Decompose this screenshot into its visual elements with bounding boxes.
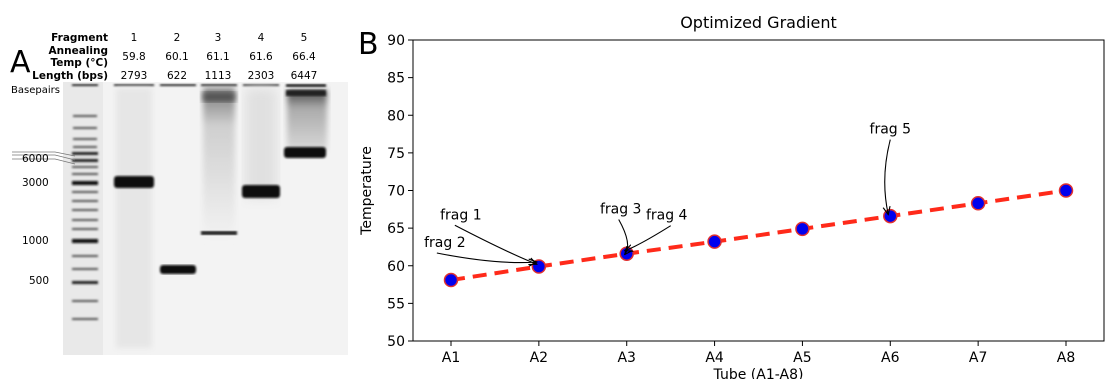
data-point-a5 [795,221,810,237]
annotation-frag-4: frag 4 [646,208,688,224]
ladder-label-500: 500 [29,275,49,287]
ladder-bands [72,115,98,320]
y-tick-label: 65 [387,221,405,237]
x-tick-label-a2: A2 [530,350,548,366]
lane-5-temp: 66.4 [292,51,316,63]
data-point-a8 [1058,183,1074,198]
annotation-arrow [885,139,891,215]
lane-5-band [284,147,326,158]
header-fragment-label: Fragment [51,32,108,44]
header-length-label: Length (bps) [32,70,108,82]
gel-panel: A Fragment Annealing Temp (°C) Length (b… [0,0,350,379]
header-annealing-label: Annealing [49,45,108,57]
annotation-arrow [436,252,537,263]
ladder-label-6000: 6000 [22,153,49,165]
annotations: frag 1 frag 2 frag 3 frag 4 frag 5 [424,122,911,265]
header-temp-label: Temp (°C) [50,57,108,69]
y-axis-label: Temperature [359,146,375,236]
data-point-a1 [443,272,459,288]
lane-5-length: 6447 [291,70,318,82]
lane-3-fragment: 3 [215,32,222,44]
y-tick-label: 85 [387,71,405,87]
lane-2-band [160,265,196,274]
y-tick-label: 60 [387,259,405,275]
x-tick-label-a6: A6 [881,350,900,366]
annotation-frag-2: frag 2 [424,235,466,251]
gradient-chart: B Optimized Gradient 505560657075808590 … [358,13,1105,383]
panel-a-letter: A [10,45,31,80]
data-point-a6 [883,208,898,224]
lane-1-length: 2793 [121,70,148,82]
annotation-frag-3: frag 3 [600,201,642,217]
x-tick-label-a5: A5 [793,350,811,366]
y-tick-label: 80 [387,108,405,124]
y-tick-label: 90 [387,33,405,49]
x-tick-label-a4: A4 [705,350,724,366]
lane-1-fragment: 1 [131,32,138,44]
annotation-frag-5: frag 5 [870,122,912,138]
y-tick-label: 75 [387,146,405,162]
lane-4-temp: 61.6 [249,51,273,63]
lane-4-fragment: 4 [258,32,265,44]
gradient-chart-panel: B Optimized Gradient 50 55 60 65 70 75 80 85 90 … [350,0,1118,383]
data-point-a4 [707,234,722,249]
chart-title: Optimized Gradient [680,13,837,32]
lane-4-band [242,185,280,198]
series-line [450,188,1067,283]
x-axis-label: Tube (A1-A8) [713,367,804,379]
y-tick-label: 70 [387,184,405,200]
basepairs-label: Basepairs [11,85,60,96]
lane-1-band [114,176,154,188]
lane-5-fragment: 5 [301,32,308,44]
lane-4-length: 2303 [248,70,275,82]
lane-2-temp: 60.1 [165,51,188,63]
ladder-label-1000: 1000 [22,235,49,247]
x-axis: A1 A2 A3 A4 A5 A6 A7 A8 [442,341,1075,366]
y-tick-label: 50 [387,334,405,350]
y-tick-label: 55 [387,296,405,312]
lane-3-length: 1113 [205,70,232,82]
gel-figure: A Fragment Annealing Temp (°C) Length (b… [10,32,348,355]
lane-3-band [201,231,237,235]
lane-2-fragment: 2 [174,32,181,44]
x-tick-label-a7: A7 [969,350,987,366]
ladder-label-3000: 3000 [22,177,49,189]
annotation-arrow [625,225,672,251]
y-axis: 50 55 60 65 70 75 80 85 90 [387,33,413,350]
annotation-arrow [618,219,628,254]
data-point-a7 [970,196,986,211]
plot-frame [412,39,1105,342]
x-tick-label-a8: A8 [1057,350,1075,366]
lane-3-temp: 61.1 [206,51,229,63]
lane-2-length: 622 [167,70,187,82]
lane-1-temp: 59.8 [122,51,145,63]
panel-b-letter: B [358,27,379,62]
annotation-frag-1: frag 1 [440,207,482,223]
x-tick-label-a3: A3 [617,350,635,366]
gel-image [63,82,348,355]
x-tick-label-a1: A1 [442,350,460,366]
